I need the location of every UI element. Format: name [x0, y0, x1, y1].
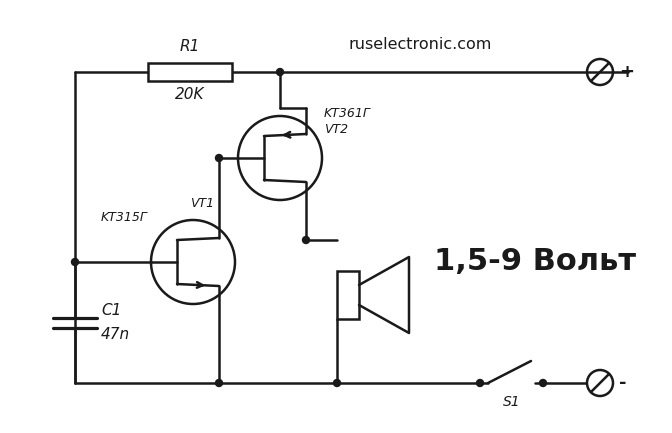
- Text: S1: S1: [503, 395, 520, 409]
- Circle shape: [216, 379, 222, 387]
- Text: 20K: 20K: [175, 87, 205, 102]
- Text: 47n: 47n: [101, 327, 130, 342]
- Bar: [148, 63, 232, 81]
- Text: C1: C1: [101, 303, 122, 318]
- Circle shape: [476, 379, 483, 387]
- Bar: [337, 271, 359, 319]
- Circle shape: [216, 155, 222, 162]
- Text: -: -: [619, 374, 626, 392]
- Text: KT361Г: KT361Г: [324, 107, 371, 120]
- Text: +: +: [619, 63, 634, 81]
- Text: 1,5-9 Вольт: 1,5-9 Вольт: [434, 248, 636, 277]
- Circle shape: [540, 379, 546, 387]
- Circle shape: [333, 379, 341, 387]
- Circle shape: [276, 68, 284, 75]
- Text: VT1: VT1: [190, 197, 214, 210]
- Text: R1: R1: [180, 39, 200, 54]
- Text: ruselectronic.com: ruselectronic.com: [348, 37, 492, 52]
- Circle shape: [71, 259, 79, 265]
- Circle shape: [302, 236, 310, 243]
- Text: KT315Г: KT315Г: [101, 211, 148, 224]
- Text: VT2: VT2: [324, 123, 348, 136]
